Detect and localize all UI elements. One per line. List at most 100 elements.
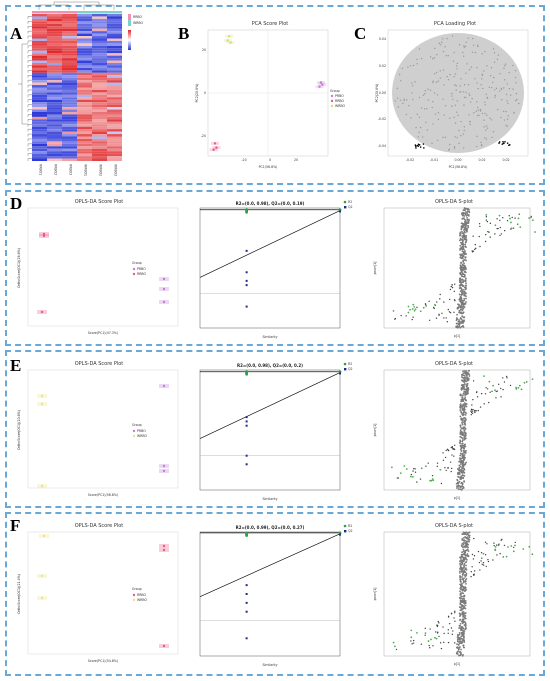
loading-point: [477, 87, 479, 90]
s-plot-point: [488, 401, 490, 404]
y-tick-label: 0: [204, 91, 206, 95]
heatmap-cell: [92, 28, 107, 32]
loading-point: [476, 135, 478, 138]
s-plot-point: [461, 408, 464, 411]
loading-point: [478, 114, 480, 117]
loading-point: [442, 38, 444, 40]
s-plot-point: [451, 284, 453, 286]
s-plot-point: [474, 409, 476, 412]
loading-point: [467, 84, 470, 86]
s-plot-point: [460, 556, 463, 558]
loading-point: [453, 147, 456, 149]
heatmap-cell: [92, 97, 107, 100]
data-point: [162, 644, 166, 648]
s-plot-point: [464, 271, 467, 274]
s-plot-point: [465, 246, 467, 249]
heatmap-cell: [77, 38, 92, 41]
s-plot-point: [464, 411, 466, 414]
s-plot-point: [464, 617, 467, 620]
heatmap-cell: [62, 114, 77, 117]
s-plot-point: [460, 305, 463, 308]
s-plot-point: [463, 408, 466, 411]
x-tick-label: 0: [269, 158, 271, 162]
loading-point: [491, 136, 493, 138]
heatmap-cell: [77, 31, 92, 34]
s-plot-point: [486, 388, 489, 390]
heatmap-cell: [107, 55, 122, 59]
s-plot-point: [461, 293, 464, 296]
heatmap-cell: [92, 80, 107, 83]
heatmap-cell: [107, 38, 122, 41]
legend-swatch: [132, 272, 136, 276]
s-plot-point: [464, 394, 467, 396]
loading-cloud: [392, 33, 524, 153]
col-dendrogram: [38, 1, 115, 10]
loading-point: [512, 88, 514, 90]
s-plot-point: [412, 316, 414, 318]
loading-point: [451, 92, 453, 95]
heatmap-cell: [92, 87, 107, 90]
data-point: [319, 81, 323, 84]
loading-point: [474, 78, 476, 80]
s-plot-point: [464, 256, 467, 259]
s-plot-point: [461, 394, 464, 397]
heatmap-cell: [32, 48, 47, 51]
s-plot-point: [455, 322, 458, 325]
heatmap-legend: RRBO WRBO: [128, 14, 143, 50]
data-point: [42, 234, 46, 238]
s-plot-point: [454, 283, 456, 285]
data-point: [212, 148, 215, 151]
loading-point: [482, 87, 484, 90]
legend-swatch: [344, 530, 347, 533]
loading-point: [513, 111, 515, 114]
s-plot-point: [416, 481, 418, 483]
group-bar: [47, 11, 62, 14]
s-plot-marker: [494, 545, 497, 548]
loading-point: [460, 91, 462, 93]
s-plot-point: [463, 262, 465, 265]
loading-point: [456, 62, 459, 65]
s-plot-point: [458, 625, 461, 627]
heatmap-cell: [107, 36, 122, 39]
s-plot-point: [461, 568, 464, 571]
s-plot-point: [459, 606, 462, 609]
s-plot-point: [463, 299, 466, 302]
heatmap-cell: [47, 136, 62, 139]
heatmap-cell: [32, 153, 47, 157]
loading-point: [465, 96, 467, 99]
heatmap-cell: [77, 94, 92, 98]
loading-point: [424, 90, 426, 92]
loading-point: [492, 48, 495, 50]
s-plot-point: [459, 618, 462, 621]
s-plot-point: [467, 392, 469, 395]
loading-point: [418, 48, 421, 50]
s-plot-point: [459, 609, 462, 612]
s-plot-point: [420, 643, 423, 645]
loading-point: [437, 118, 440, 121]
s-plot-point: [473, 573, 475, 575]
group-bar: [77, 11, 92, 14]
s-plot-point: [459, 300, 462, 302]
loading-point: [454, 104, 457, 106]
heatmap-cell: [92, 131, 107, 135]
data-point: [42, 534, 46, 538]
s-plot-point: [474, 411, 476, 413]
loading-point: [468, 68, 471, 71]
heatmap-cell: [47, 85, 62, 88]
heatmap-cell: [32, 75, 47, 78]
s-plot-point: [463, 383, 466, 385]
heatmap-cell: [62, 18, 77, 22]
loading-point: [481, 53, 483, 55]
legend-item: WRBO: [137, 598, 147, 602]
loading-point: [416, 58, 418, 61]
loading-point: [432, 81, 434, 84]
s-plot-point: [460, 433, 463, 436]
heatmap-cell: [47, 156, 62, 159]
heatmap-cell: [92, 18, 107, 22]
s-plot-point: [462, 536, 465, 539]
s-plot-point: [465, 533, 468, 536]
s-plot-point: [478, 561, 481, 564]
permutation-test-plot: R2=(0.0, 0.98), Q2=(0.0, 0.19)Similarity…: [199, 200, 353, 339]
s-plot-point: [495, 397, 497, 399]
s-plot-point: [459, 578, 462, 581]
